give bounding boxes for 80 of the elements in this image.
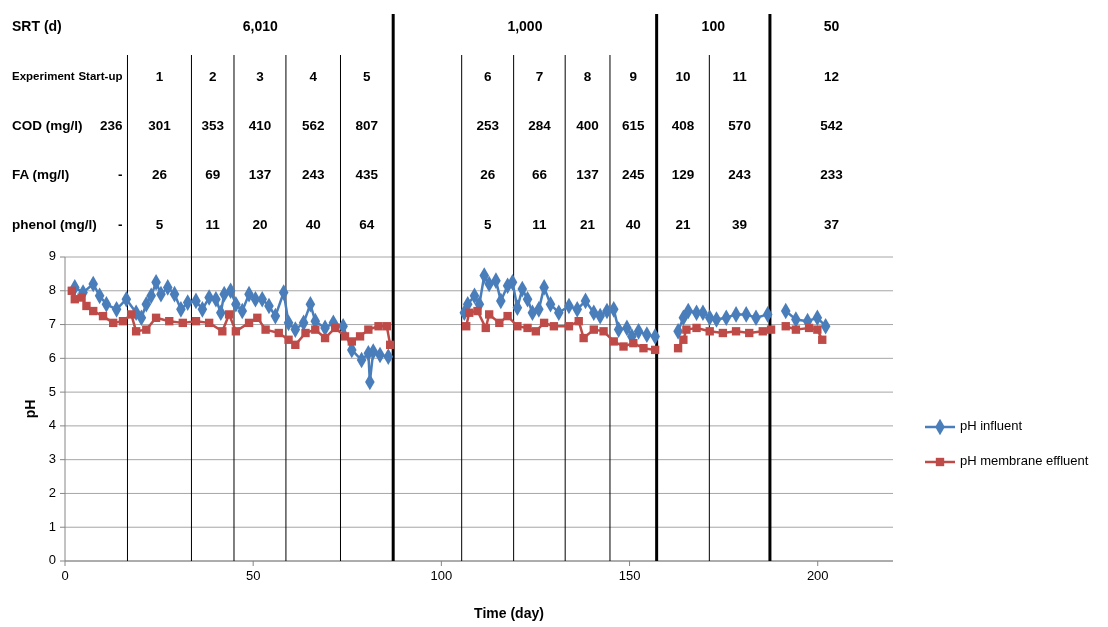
text: 284: [528, 117, 552, 133]
text: 11: [532, 216, 548, 232]
text: 408: [671, 117, 695, 133]
text: 1: [155, 68, 164, 84]
text: 69: [205, 166, 221, 182]
text: 542: [820, 117, 843, 133]
text: 1,000: [507, 17, 543, 34]
legend-label: pH membrane effluent: [960, 453, 1089, 469]
text: phenol (mg/l): [12, 216, 97, 232]
text: -: [117, 216, 123, 232]
y-tick-label: 5: [48, 383, 56, 399]
text: 26: [480, 166, 496, 182]
text: 40: [305, 216, 321, 232]
y-tick-label: 9: [48, 248, 56, 264]
text: 11: [205, 216, 221, 232]
text: 435: [355, 166, 379, 182]
text: 40: [625, 216, 641, 232]
text: Experiment: [12, 70, 75, 83]
y-tick-label: 1: [48, 518, 56, 534]
text: 2: [208, 68, 217, 84]
text: 3: [256, 68, 265, 84]
x-tick-label: 100: [430, 568, 453, 583]
text: 50: [823, 17, 840, 34]
y-tick-label: 8: [48, 282, 56, 298]
y-tick-label: 3: [48, 451, 56, 467]
text: 410: [248, 117, 272, 133]
text: 26: [151, 166, 168, 182]
text: 12: [823, 68, 839, 84]
text: 6: [483, 68, 492, 84]
text: 64: [359, 216, 375, 232]
text: 8: [583, 68, 592, 84]
text: 66: [531, 166, 548, 182]
text: 243: [728, 166, 752, 182]
text: 129: [671, 166, 695, 182]
x-tick-label: 50: [245, 568, 261, 583]
text: 562: [301, 117, 325, 133]
text: 39: [732, 216, 748, 232]
text: 233: [820, 166, 844, 182]
text: 807: [355, 117, 379, 133]
y-tick-label: 7: [48, 315, 56, 331]
legend-label: pH influent: [960, 418, 1023, 434]
text: 400: [576, 117, 599, 133]
y-tick-label: 6: [48, 349, 56, 365]
text: 6,010: [242, 17, 279, 34]
y-axis-title: pH: [22, 399, 38, 419]
text: 37: [823, 216, 839, 232]
text: 253: [476, 117, 500, 133]
text: 137: [248, 166, 272, 182]
text: 11: [732, 68, 748, 84]
x-tick-label: 150: [618, 568, 641, 583]
x-tick-label: 0: [61, 568, 69, 583]
text: 137: [576, 166, 599, 182]
y-tick-label: 2: [48, 484, 56, 500]
text: 21: [580, 216, 596, 232]
text: 301: [148, 117, 172, 133]
x-axis-title: Time (day): [474, 605, 544, 621]
text: 245: [622, 166, 646, 182]
text: 7: [535, 68, 544, 84]
text: 5: [483, 216, 492, 232]
text: 100: [701, 17, 726, 34]
text: 10: [675, 68, 691, 84]
text: -: [117, 166, 123, 182]
text: 353: [201, 117, 225, 133]
y-tick-label: 4: [48, 417, 56, 433]
text: 5: [155, 216, 164, 232]
text: SRT (d): [12, 17, 62, 34]
text: COD (mg/l): [12, 117, 83, 133]
x-tick-label: 200: [806, 568, 829, 583]
text: 4: [309, 68, 318, 84]
text: 615: [622, 117, 646, 133]
text: 20: [252, 216, 268, 232]
text: FA (mg/l): [12, 166, 70, 182]
text: 570: [728, 117, 751, 133]
y-tick-label: 0: [48, 552, 56, 568]
text: 236: [99, 117, 123, 133]
text: 5: [363, 68, 372, 84]
text: 9: [629, 68, 638, 84]
text: Start-up: [78, 70, 123, 83]
text: 243: [301, 166, 325, 182]
text: 21: [675, 216, 691, 232]
